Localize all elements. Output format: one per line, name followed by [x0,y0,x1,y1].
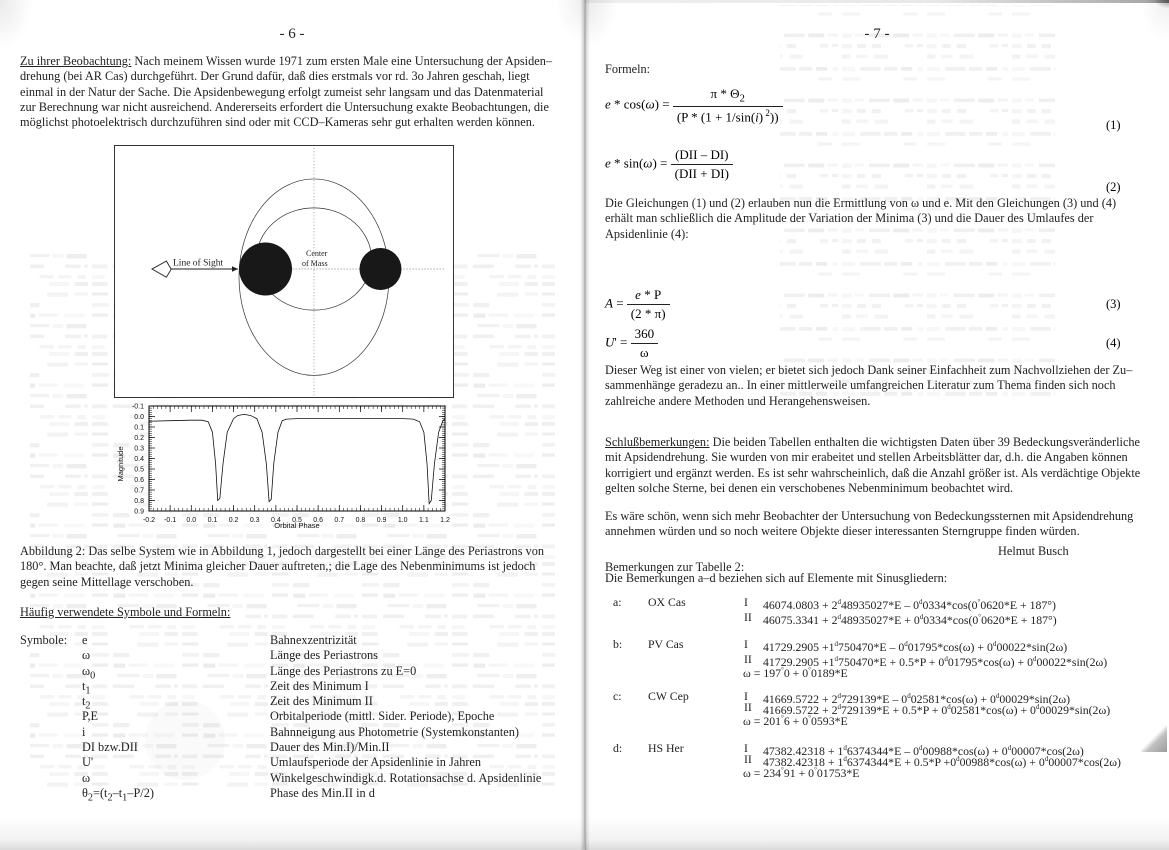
svg-text:0.4: 0.4 [271,517,281,524]
svg-text:Magnitude: Magnitude [116,446,125,481]
svg-text:0.1: 0.1 [134,425,144,432]
svg-text:0.5: 0.5 [134,467,144,474]
svg-text:0.9: 0.9 [134,509,144,516]
svg-text:0.7: 0.7 [134,488,144,495]
svg-text:0.3: 0.3 [250,517,260,524]
svg-text:0.8: 0.8 [356,517,366,524]
svg-text:1.0: 1.0 [398,517,408,524]
svg-text:-0.1: -0.1 [164,517,176,524]
svg-text:0.1: 0.1 [208,517,218,524]
svg-text:0.4: 0.4 [134,456,144,463]
svg-text:1.1: 1.1 [419,517,429,524]
svg-text:0.8: 0.8 [134,498,144,505]
svg-text:0.3: 0.3 [134,446,144,453]
svg-text:1.2: 1.2 [440,517,450,524]
svg-text:0.7: 0.7 [334,517,344,524]
svg-text:0.2: 0.2 [134,435,144,442]
svg-text:Line of Sight: Line of Sight [173,258,223,269]
svg-text:-0.1: -0.1 [132,404,144,411]
svg-text:0.6: 0.6 [134,477,144,484]
svg-text:0.5: 0.5 [292,517,302,524]
svg-text:0.0: 0.0 [134,414,144,421]
svg-text:0.6: 0.6 [313,517,323,524]
svg-text:of Mass: of Mass [302,259,328,268]
svg-text:0.2: 0.2 [229,517,239,524]
svg-text:Center: Center [306,249,328,258]
svg-text:0.0: 0.0 [186,517,196,524]
svg-text:0.9: 0.9 [377,517,387,524]
svg-text:-0.2: -0.2 [143,517,155,524]
